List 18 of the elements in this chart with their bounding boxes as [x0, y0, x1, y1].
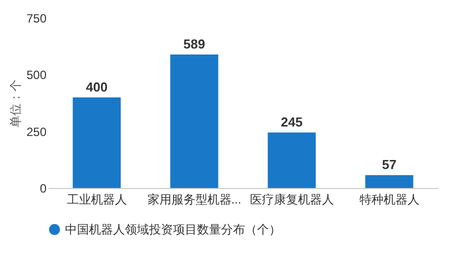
bar — [268, 132, 316, 188]
x-tick-label: 工业机器人 — [66, 192, 127, 206]
data-label: 400 — [86, 79, 108, 94]
y-tick-label: 500 — [26, 68, 47, 82]
legend-label: 中国机器人领域投资项目数量分布（个） — [65, 222, 281, 236]
bar — [365, 175, 414, 188]
data-label: 57 — [382, 157, 396, 172]
data-label: 245 — [280, 114, 303, 130]
bar — [72, 97, 121, 188]
y-tick-label: 0 — [40, 182, 47, 196]
x-tick-label: 特种机器人 — [359, 192, 420, 206]
x-tick-label: 家用服务型机器... — [147, 192, 242, 206]
y-tick-label: 250 — [26, 124, 47, 139]
y-axis-title: 单位：个 — [8, 80, 22, 128]
bar — [170, 54, 218, 188]
y-tick-label: 750 — [26, 12, 47, 26]
data-label: 589 — [183, 36, 206, 52]
x-tick-label: 医疗康复机器人 — [250, 192, 334, 206]
